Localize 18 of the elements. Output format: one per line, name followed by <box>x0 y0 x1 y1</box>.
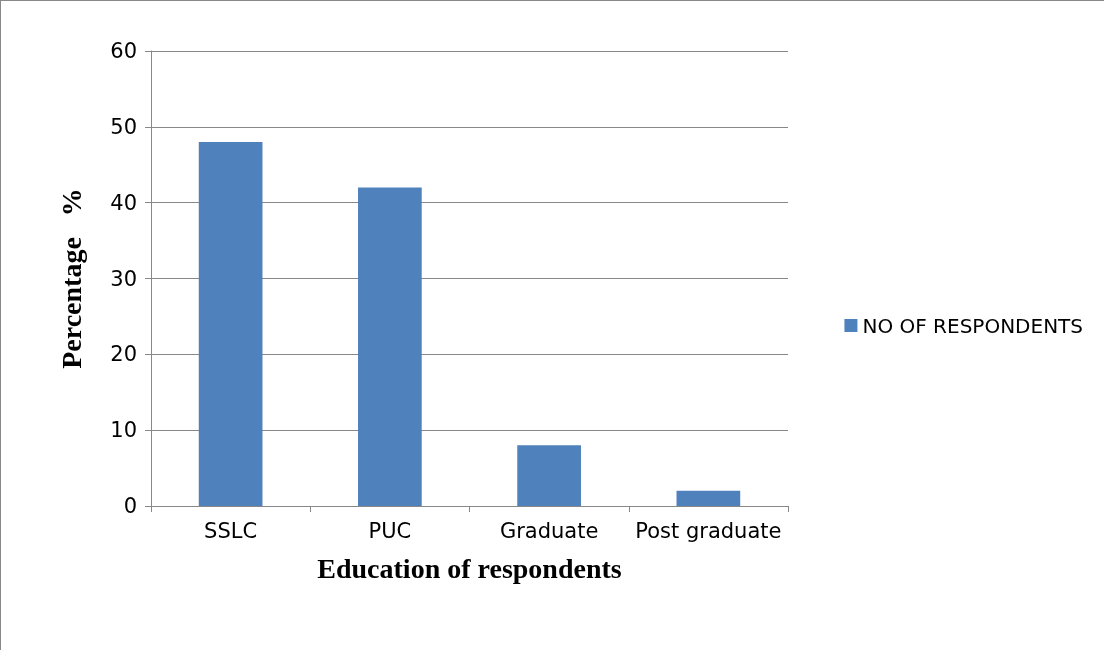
x-tick-label: Graduate <box>499 518 599 543</box>
x-axis-title: Education of respondents <box>317 552 622 584</box>
x-tick-label: PUC <box>368 518 412 543</box>
bar <box>676 490 741 506</box>
y-tick-label: 0 <box>123 494 137 518</box>
y-tick-label: 50 <box>110 114 137 139</box>
y-tick-label: 20 <box>110 342 137 367</box>
bar <box>517 445 581 506</box>
y-tick-label: 60 <box>110 39 137 63</box>
bar <box>358 187 422 506</box>
y-tick-label: 30 <box>110 266 137 291</box>
y-tick-label: 40 <box>110 190 137 215</box>
y-tick-label: 10 <box>110 418 137 443</box>
x-tick-label: SSLC <box>204 518 258 543</box>
bar <box>198 142 263 506</box>
legend-label: NO OF RESPONDENTS <box>862 313 1084 338</box>
y-axis-title: Percentage % <box>55 188 87 369</box>
x-tick-label: Post graduate <box>635 518 782 543</box>
